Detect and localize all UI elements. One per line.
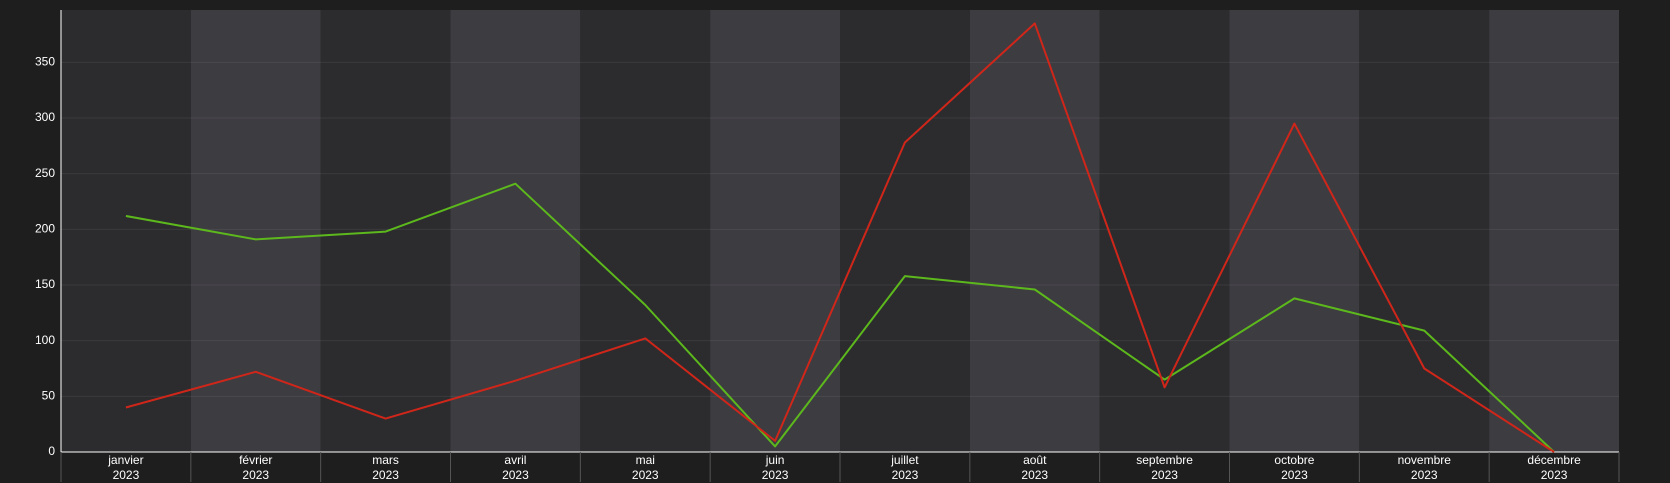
y-tick-label: 200 [35, 222, 55, 236]
x-tick-label: 2023 [892, 468, 919, 482]
x-tick-label: octobre [1274, 453, 1314, 467]
x-tick-label: mars [372, 453, 399, 467]
x-tick-label: 2023 [1411, 468, 1438, 482]
x-tick-label: septembre [1136, 453, 1193, 467]
band [1099, 10, 1230, 452]
x-tick-label: avril [504, 453, 526, 467]
band [450, 10, 581, 452]
x-tick-label: novembre [1398, 453, 1452, 467]
x-tick-label: décembre [1527, 453, 1581, 467]
band [1359, 10, 1490, 452]
x-tick-label: 2023 [372, 468, 399, 482]
band [969, 10, 1100, 452]
y-tick-label: 300 [35, 110, 55, 124]
x-tick-label: juillet [890, 453, 919, 467]
band [61, 10, 191, 452]
series-line [125, 182, 1555, 453]
x-tick-label: 2023 [1541, 468, 1568, 482]
x-tick-label: 2023 [762, 468, 789, 482]
band [840, 10, 970, 452]
x-tick-label: janvier [107, 453, 143, 467]
band [710, 10, 840, 452]
x-tick-label: 2023 [242, 468, 269, 482]
x-tick-label: 2023 [502, 468, 529, 482]
band [1229, 10, 1360, 452]
band [1489, 10, 1619, 452]
y-tick-label: 50 [42, 389, 56, 403]
x-tick-label: 2023 [113, 468, 140, 482]
series-line [125, 22, 1555, 453]
x-tick-label: 2023 [1021, 468, 1048, 482]
y-tick-label: 100 [35, 333, 55, 347]
y-tick-label: 0 [48, 444, 55, 458]
x-tick-label: février [239, 453, 272, 467]
band [580, 10, 711, 452]
x-tick-label: juin [765, 453, 785, 467]
y-tick-label: 250 [35, 166, 55, 180]
x-tick-label: août [1023, 453, 1047, 467]
x-tick-label: mai [636, 453, 655, 467]
x-tick-label: 2023 [1151, 468, 1178, 482]
x-tick-label: 2023 [632, 468, 659, 482]
y-tick-label: 350 [35, 54, 55, 68]
y-tick-label: 150 [35, 277, 55, 291]
x-tick-label: 2023 [1281, 468, 1308, 482]
